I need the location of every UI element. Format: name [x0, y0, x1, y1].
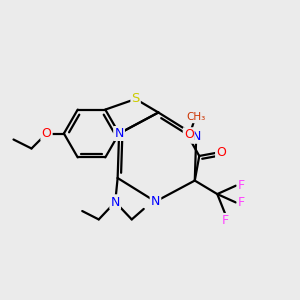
Text: N: N [191, 130, 201, 142]
Text: F: F [238, 196, 245, 209]
Text: O: O [216, 146, 226, 159]
Text: F: F [222, 214, 229, 227]
Text: N: N [110, 196, 120, 208]
Text: N: N [191, 130, 201, 142]
Text: F: F [238, 179, 245, 192]
Text: O: O [42, 127, 51, 140]
Text: O: O [184, 128, 194, 142]
Text: O: O [184, 128, 194, 142]
Text: CH₃: CH₃ [187, 112, 206, 122]
Text: N: N [114, 127, 124, 140]
Text: F: F [222, 214, 229, 227]
Text: CH₃: CH₃ [187, 112, 206, 122]
Text: N: N [151, 195, 160, 208]
Text: F: F [238, 179, 245, 192]
Text: F: F [238, 196, 245, 209]
Text: S: S [131, 92, 140, 106]
Text: S: S [131, 91, 140, 104]
Text: N: N [151, 195, 160, 208]
Text: O: O [216, 146, 226, 159]
Text: N: N [114, 127, 124, 140]
Text: O: O [42, 127, 51, 140]
Text: N: N [110, 196, 120, 208]
